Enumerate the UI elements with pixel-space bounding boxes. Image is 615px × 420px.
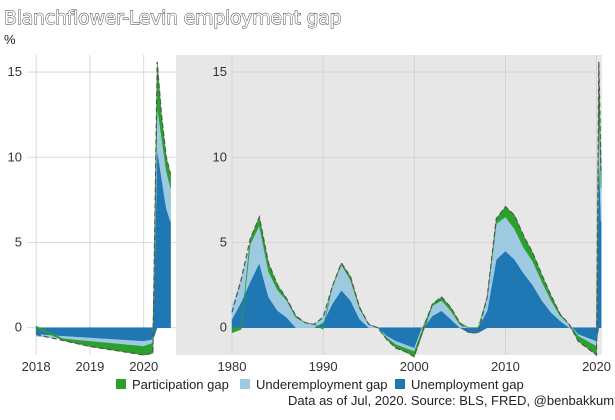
history-xtick-label: 2000	[400, 359, 429, 374]
y-unit-label: %	[4, 32, 16, 47]
history-ytick-label: 5	[220, 235, 227, 250]
history-panel: 0 5 10 15 1980 1990 2000 2010 2020	[213, 55, 611, 374]
history-xtick-label: 1980	[218, 359, 247, 374]
recent-ytick-label: 10	[8, 149, 22, 164]
history-xtick-label: 2010	[491, 359, 520, 374]
history-area-participation-gap	[231, 61, 602, 358]
recent-xtick-label: 2018	[22, 359, 51, 374]
legend: Participation gap Underemployment gap Un…	[116, 377, 524, 392]
chart-title: Blanchflower-Levin employment gap	[4, 7, 342, 29]
recent-ytick-label: 5	[15, 235, 22, 250]
recent-plot-bg	[27, 55, 176, 355]
legend-label-underemployment: Underemployment gap	[256, 377, 388, 392]
legend-swatch-unemployment	[395, 379, 405, 389]
history-total-line	[231, 61, 602, 358]
source-note: Data as of Jul, 2020. Source: BLS, FRED,…	[288, 393, 615, 408]
history-ytick-label: 0	[220, 320, 227, 335]
zoom-connector	[176, 55, 232, 355]
recent-ytick-label: 0	[15, 320, 22, 335]
history-ytick-label: 15	[213, 64, 227, 79]
history-xtick-label: 2020	[582, 359, 611, 374]
history-ytick-label: 10	[213, 149, 227, 164]
legend-label-unemployment: Unemployment gap	[411, 377, 524, 392]
history-xtick-label: 1990	[309, 359, 338, 374]
recent-total-line	[35, 61, 172, 356]
legend-swatch-underemployment	[240, 379, 250, 389]
recent-panel: 0 5 10 15 2018 2019 2020	[8, 55, 176, 374]
recent-ytick-label: 15	[8, 64, 22, 79]
legend-label-participation: Participation gap	[132, 377, 229, 392]
recent-xtick-label: 2019	[75, 359, 104, 374]
recent-xtick-label: 2020	[129, 359, 158, 374]
legend-swatch-participation	[116, 379, 126, 389]
